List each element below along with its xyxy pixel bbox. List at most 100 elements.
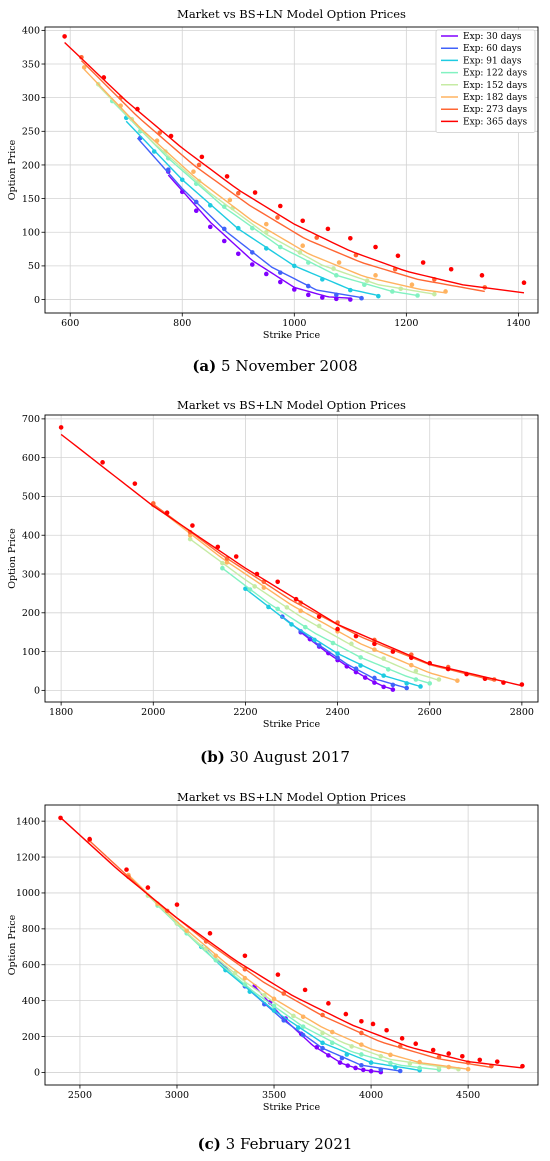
series-0 (298, 629, 396, 692)
market-point (252, 190, 258, 195)
market-point (359, 295, 364, 301)
market-point (207, 203, 213, 208)
market-point (368, 1060, 374, 1065)
market-point (314, 1045, 320, 1050)
series-1 (203, 946, 403, 1074)
market-point (397, 1068, 403, 1074)
market-point (477, 1057, 483, 1063)
caption-a-text: 5 November 2008 (221, 357, 358, 375)
market-point (331, 266, 336, 271)
market-point (320, 1040, 325, 1046)
market-point (215, 544, 221, 550)
market-point (249, 262, 255, 267)
market-point (132, 481, 138, 486)
market-point (263, 229, 269, 235)
chart-title: Market vs BS+LN Model Option Prices (177, 398, 406, 412)
x-tick-label: 800 (173, 318, 191, 329)
market-point (297, 250, 303, 255)
market-point (404, 681, 409, 686)
market-point (343, 1011, 349, 1017)
market-point (306, 260, 311, 265)
market-point (165, 167, 171, 172)
series-5 (126, 872, 471, 1072)
market-point (448, 266, 454, 272)
caption-c-letter: (c) (197, 1135, 221, 1153)
market-point (436, 1065, 442, 1070)
market-point (370, 1021, 376, 1027)
market-point (335, 655, 340, 661)
market-point (135, 106, 140, 112)
y-tick-label: 1000 (16, 888, 40, 899)
market-point (249, 250, 255, 255)
model-line (125, 120, 379, 297)
market-point (87, 836, 92, 842)
market-point (263, 271, 269, 277)
x-tick-label: 3500 (262, 1090, 286, 1101)
x-tick-label: 4000 (359, 1090, 383, 1101)
y-tick-label: 200 (22, 160, 40, 171)
legend: Exp: 30 days Exp: 60 days Exp: 91 days Exp:… (435, 29, 536, 133)
x-tick-label: 2500 (68, 1090, 92, 1101)
y-tick-label: 600 (22, 453, 40, 464)
caption-a: (a) 5 November 2008 (0, 357, 550, 375)
market-point (361, 1067, 366, 1073)
market-point (373, 244, 378, 250)
market-point (443, 289, 448, 294)
market-point (413, 1041, 419, 1047)
caption-b: (b) 30 August 2017 (0, 748, 550, 766)
market-point (174, 902, 180, 907)
y-tick-label: 1200 (16, 852, 40, 863)
market-point (335, 626, 340, 632)
y-tick-label: 100 (22, 647, 40, 658)
x-tick-label: 1400 (506, 318, 530, 329)
market-point (221, 226, 227, 232)
market-point (390, 289, 395, 294)
market-point (263, 246, 269, 251)
market-point (446, 1051, 452, 1056)
chart-b: Market vs BS+LN Model Option Prices 1800 2… (7, 398, 539, 730)
x-tick-label: 600 (61, 318, 79, 329)
market-point (220, 560, 225, 566)
market-point (345, 1063, 351, 1068)
market-point (235, 225, 241, 231)
market-point (353, 1065, 358, 1071)
market-point (344, 1052, 350, 1057)
market-point (520, 1063, 525, 1069)
market-point (404, 685, 409, 691)
series-1 (136, 135, 364, 301)
x-tick-label: 2800 (510, 707, 534, 718)
market-point (378, 1067, 384, 1072)
market-point (336, 260, 342, 265)
market-point (430, 1047, 436, 1053)
market-point (436, 677, 442, 682)
legend-label: Exp: 91 days (463, 56, 522, 66)
x-tick-label: 2200 (233, 707, 257, 718)
caption-c: (c) 3 February 2021 (0, 1135, 550, 1153)
market-point (320, 295, 325, 300)
legend-label: Exp: 60 days (463, 44, 522, 54)
market-point (384, 1027, 389, 1033)
y-axis-label: Option Price (7, 139, 18, 200)
axes-frame (44, 414, 539, 703)
model-line (89, 840, 492, 1069)
market-point (521, 280, 527, 286)
market-point (193, 208, 199, 214)
market-point (460, 1053, 465, 1059)
y-tick-label: 50 (28, 261, 40, 272)
market-point (62, 34, 67, 39)
market-point (393, 1065, 398, 1070)
market-point (247, 989, 253, 994)
market-point (501, 680, 506, 685)
series-4 (145, 893, 461, 1072)
y-tick-label: 300 (22, 569, 40, 580)
market-point (334, 273, 339, 278)
market-point (398, 286, 404, 292)
legend-label: Exp: 182 days (463, 93, 528, 103)
market-point (397, 1044, 403, 1049)
market-point (242, 966, 248, 972)
model-line (80, 60, 485, 293)
market-point (409, 282, 415, 288)
market-point (519, 682, 525, 687)
market-point (243, 586, 248, 592)
market-point (353, 666, 359, 671)
